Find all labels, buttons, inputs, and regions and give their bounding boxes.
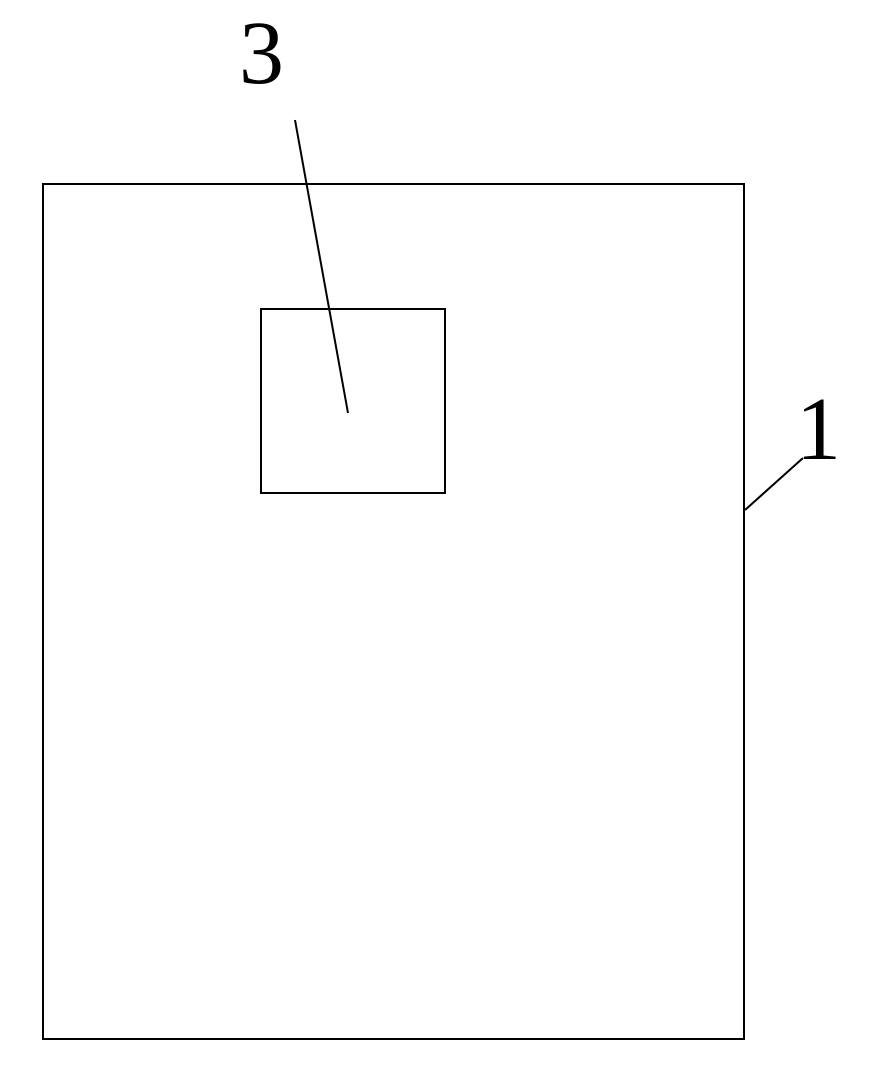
diagram-container: 3 1 xyxy=(0,0,879,1079)
reference-label-1: 1 xyxy=(796,385,841,475)
inner-rectangle xyxy=(260,308,446,494)
reference-label-3: 3 xyxy=(239,9,284,99)
leader-line-1 xyxy=(745,458,803,510)
